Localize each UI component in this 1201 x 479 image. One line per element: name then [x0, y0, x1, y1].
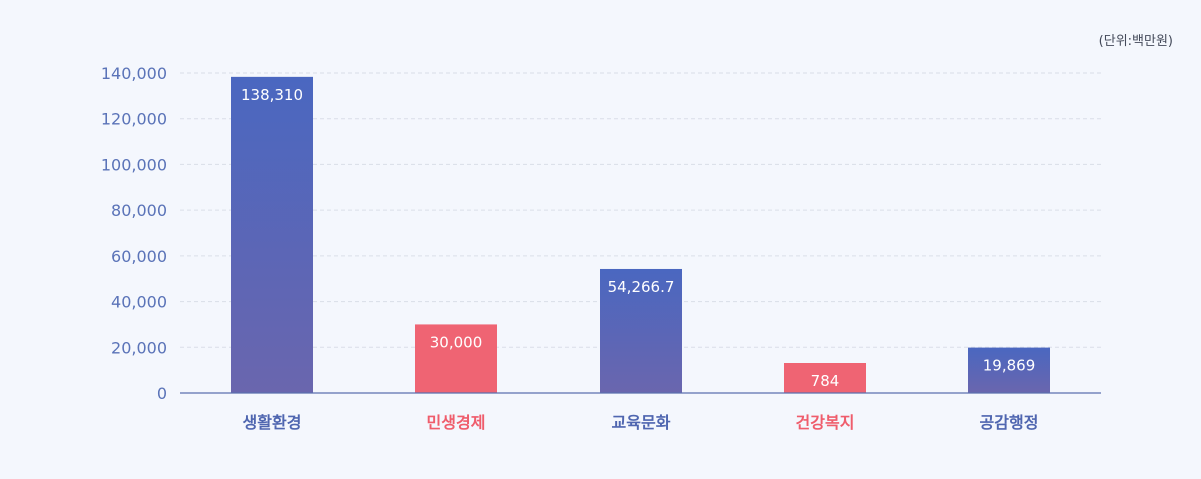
value-label: 30,000	[430, 333, 483, 351]
y-tick-label: 20,000	[111, 338, 167, 357]
value-label: 784	[811, 372, 840, 390]
y-tick-label: 100,000	[101, 155, 167, 174]
bar	[784, 363, 866, 393]
y-tick-label: 0	[157, 384, 167, 403]
bar	[231, 76, 313, 393]
value-label: 19,869	[983, 357, 1036, 375]
x-category-label: 건강복지	[796, 413, 855, 432]
y-tick-label: 140,000	[101, 64, 167, 83]
x-category-label: 교육문화	[612, 413, 671, 432]
x-category-label: 생활환경	[243, 413, 302, 432]
x-category-label: 공감행정	[980, 413, 1039, 432]
bar	[968, 347, 1050, 393]
value-label: 54,266.7	[608, 278, 675, 296]
value-label: 138,310	[241, 86, 303, 104]
y-tick-label: 80,000	[111, 201, 167, 220]
y-tick-label: 40,000	[111, 293, 167, 312]
x-category-label: 민생경제	[427, 413, 486, 432]
bar	[600, 268, 682, 393]
bar	[415, 324, 497, 393]
y-tick-label: 120,000	[101, 110, 167, 129]
unit-label: (단위:백만원)	[1098, 34, 1173, 49]
y-tick-label: 60,000	[111, 247, 167, 266]
